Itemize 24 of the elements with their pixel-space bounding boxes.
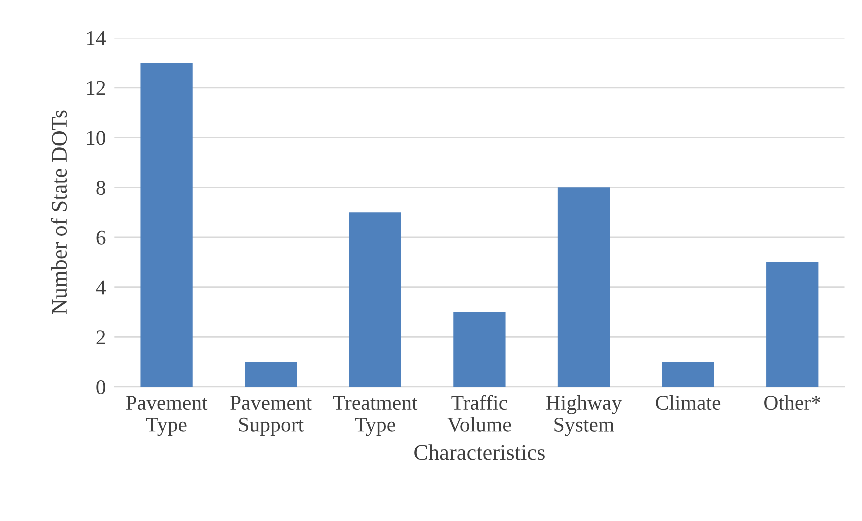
y-tick-label: 6 [96, 230, 106, 245]
y-tick-label: 2 [96, 330, 106, 344]
bar [766, 262, 819, 388]
x-tick-label: Traffic Volume [448, 395, 512, 432]
y-tick-label: 12 [87, 81, 106, 96]
bar [140, 62, 193, 388]
x-axis-title: Characteristics [414, 444, 545, 460]
x-tick-label: Treatment Type [333, 396, 418, 436]
y-tick-label: 14 [87, 32, 106, 46]
y-tick-label: 8 [96, 181, 106, 196]
bar [349, 212, 402, 388]
y-tick-label: 4 [96, 280, 106, 295]
x-tick-label: Pavement Type [126, 396, 208, 436]
y-axis-title: Number of State DOTs [51, 110, 68, 315]
x-tick-label: Climate [656, 395, 721, 410]
bar [245, 362, 298, 388]
bar [454, 312, 506, 388]
x-tick-label: Pavement Support [230, 396, 312, 436]
x-tick-label: Other* [764, 395, 821, 410]
bar [558, 188, 610, 388]
x-tick-label: Highway System [546, 395, 622, 436]
bar [662, 362, 714, 388]
y-tick-label: 0 [96, 380, 106, 395]
y-tick-label: 10 [87, 131, 106, 146]
